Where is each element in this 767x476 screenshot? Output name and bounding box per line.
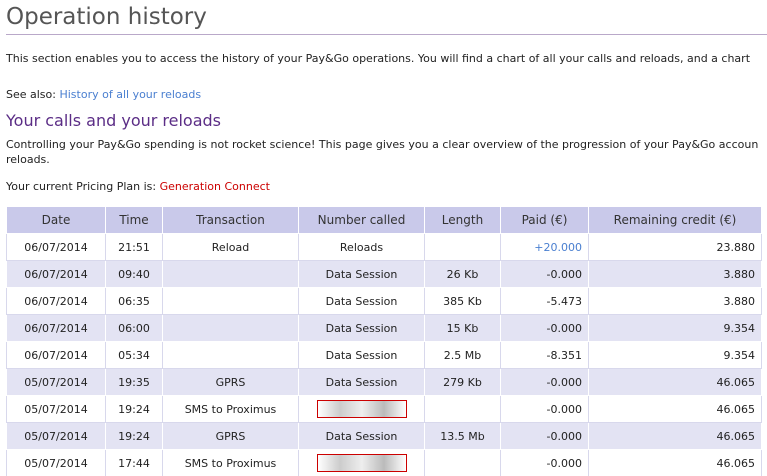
plan-label: Your current Pricing Plan is: (6, 180, 157, 193)
table-cell (298, 395, 425, 423)
table-cell: 06/07/2014 (6, 233, 106, 261)
table-cell: 46.065 (588, 449, 762, 476)
table-cell: Data Session (298, 314, 425, 342)
table-cell: 19:24 (105, 422, 163, 450)
table-cell: 05/07/2014 (6, 449, 106, 476)
table-cell: SMS to Proximus (162, 449, 299, 476)
table-cell: -0.000 (500, 368, 589, 396)
table-cell (162, 287, 299, 315)
table-cell: 9.354 (588, 341, 762, 369)
reloads-link[interactable]: History of all your reloads (59, 88, 202, 101)
table-cell: 06/07/2014 (6, 260, 106, 288)
table-row: 05/07/2014 19:24 SMS to Proximus -0.000 46.0… (6, 395, 762, 423)
table-cell: 19:35 (105, 368, 163, 396)
table-row: 06/07/2014 09:40 Data Session 26 Kb -0.000 3.… (6, 260, 762, 288)
table-cell (162, 341, 299, 369)
table-cell (424, 449, 501, 476)
table-row: 05/07/2014 19:35 GPRS Data Session 279 Kb -0.… (6, 368, 762, 396)
table-cell: Data Session (298, 260, 425, 288)
table-cell: Data Session (298, 287, 425, 315)
table-cell: 05:34 (105, 341, 163, 369)
table-cell (424, 233, 501, 261)
table-cell: GPRS (162, 368, 299, 396)
table-cell: Data Session (298, 368, 425, 396)
table-row: 06/07/2014 06:35 Data Session 385 Kb -5.473 3… (6, 287, 762, 315)
table-cell: 17:44 (105, 449, 163, 476)
table-cell: 06:00 (105, 314, 163, 342)
column-header: Paid (€) (500, 206, 589, 234)
table-cell: Reloads (298, 233, 425, 261)
column-header: Remaining credit (€) (588, 206, 762, 234)
table-cell: 15 Kb (424, 314, 501, 342)
table-cell: -5.473 (500, 287, 589, 315)
section-text-2: reloads. (6, 153, 50, 166)
see-also: See also: History of all your reloads (6, 88, 201, 101)
table-cell: Reload (162, 233, 299, 261)
table-cell: 21:51 (105, 233, 163, 261)
table-row: 06/07/2014 05:34 Data Session 2.5 Mb -8.351 9… (6, 341, 762, 369)
table-cell (162, 260, 299, 288)
table-cell: 05/07/2014 (6, 422, 106, 450)
table-cell: Data Session (298, 341, 425, 369)
table-cell (162, 314, 299, 342)
table-cell: 06:35 (105, 287, 163, 315)
table-cell: -8.351 (500, 341, 589, 369)
column-header: Number called (298, 206, 425, 234)
plan-name: Generation Connect (159, 180, 270, 193)
table-cell: -0.000 (500, 449, 589, 476)
table-cell: 9.354 (588, 314, 762, 342)
see-also-label: See also: (6, 88, 56, 101)
table-cell (424, 395, 501, 423)
table-cell: 05/07/2014 (6, 395, 106, 423)
table-cell: 06/07/2014 (6, 287, 106, 315)
pricing-plan: Your current Pricing Plan is: Generation… (6, 180, 270, 193)
table-cell (298, 449, 425, 476)
redacted-number (316, 454, 407, 472)
table-cell: Data Session (298, 422, 425, 450)
table-cell: 26 Kb (424, 260, 501, 288)
table-cell: 385 Kb (424, 287, 501, 315)
table-cell: 13.5 Mb (424, 422, 501, 450)
table-cell: GPRS (162, 422, 299, 450)
history-table: Date Time Transaction Number called Length Pa… (6, 206, 762, 476)
table-cell: 46.065 (588, 368, 762, 396)
table-row: 05/07/2014 19:24 GPRS Data Session 13.5 Mb -0… (6, 422, 762, 450)
table-cell: 3.880 (588, 260, 762, 288)
column-header: Date (6, 206, 106, 234)
table-cell: 19:24 (105, 395, 163, 423)
table-cell: 06/07/2014 (6, 314, 106, 342)
table-cell: +20.000 (500, 233, 589, 261)
table-cell: 46.065 (588, 422, 762, 450)
table-cell: 3.880 (588, 287, 762, 315)
table-row: 05/07/2014 17:44 SMS to Proximus -0.000 46.0… (6, 449, 762, 476)
table-row: 06/07/2014 21:51 Reload Reloads +20.000 23.88… (6, 233, 762, 261)
table-cell: -0.000 (500, 260, 589, 288)
column-header: Length (424, 206, 501, 234)
table-cell: 09:40 (105, 260, 163, 288)
table-cell: 05/07/2014 (6, 368, 106, 396)
section-text-1: Controlling your Pay&Go spending is not … (6, 138, 759, 151)
page-title: Operation history (6, 4, 767, 35)
table-cell: 06/07/2014 (6, 341, 106, 369)
table-cell: -0.000 (500, 422, 589, 450)
table-cell: SMS to Proximus (162, 395, 299, 423)
table-cell: -0.000 (500, 314, 589, 342)
column-header: Transaction (162, 206, 299, 234)
table-cell: 46.065 (588, 395, 762, 423)
table-cell: -0.000 (500, 395, 589, 423)
section-title: Your calls and your reloads (6, 111, 222, 130)
table-cell: 23.880 (588, 233, 762, 261)
header-row: Date Time Transaction Number called Length Pa… (6, 206, 762, 234)
table-cell: 2.5 Mb (424, 341, 501, 369)
intro-text: This section enables you to access the h… (6, 52, 751, 65)
column-header: Time (105, 206, 163, 234)
table-row: 06/07/2014 06:00 Data Session 15 Kb -0.000 9.… (6, 314, 762, 342)
table-cell: 279 Kb (424, 368, 501, 396)
redacted-number (316, 400, 407, 418)
